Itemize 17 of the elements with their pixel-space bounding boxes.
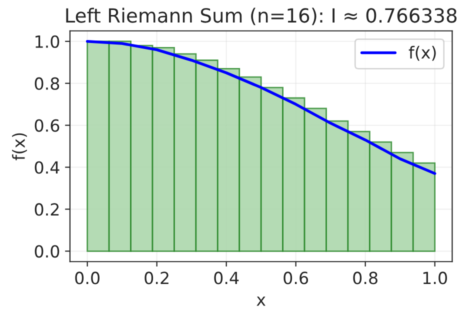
y-axis-title: f(x) (12, 133, 27, 160)
y-tick-label: 0.4 (34, 161, 60, 174)
x-tick-label: 0.0 (75, 272, 100, 284)
legend-label: f(x) (408, 46, 436, 61)
x-tick-label: 0.8 (353, 272, 378, 284)
chart-title: Left Riemann Sum (n=16): I ≈ 0.766338 (66, 8, 457, 26)
x-tick-label: 0.6 (284, 272, 308, 284)
x-axis-title: x (256, 296, 266, 306)
line-series (86, 40, 436, 175)
y-tick-label: 0.8 (34, 77, 60, 90)
x-tick-label: 0.2 (144, 272, 168, 284)
x-tick-label: 1.0 (423, 272, 447, 284)
y-tick-label: 0.6 (34, 119, 60, 132)
x-tick-label: 0.4 (214, 272, 239, 284)
y-tick-label: 0.2 (34, 203, 59, 216)
y-tick-label: 0.0 (34, 245, 60, 258)
y-tick-label: 1.0 (36, 35, 60, 48)
